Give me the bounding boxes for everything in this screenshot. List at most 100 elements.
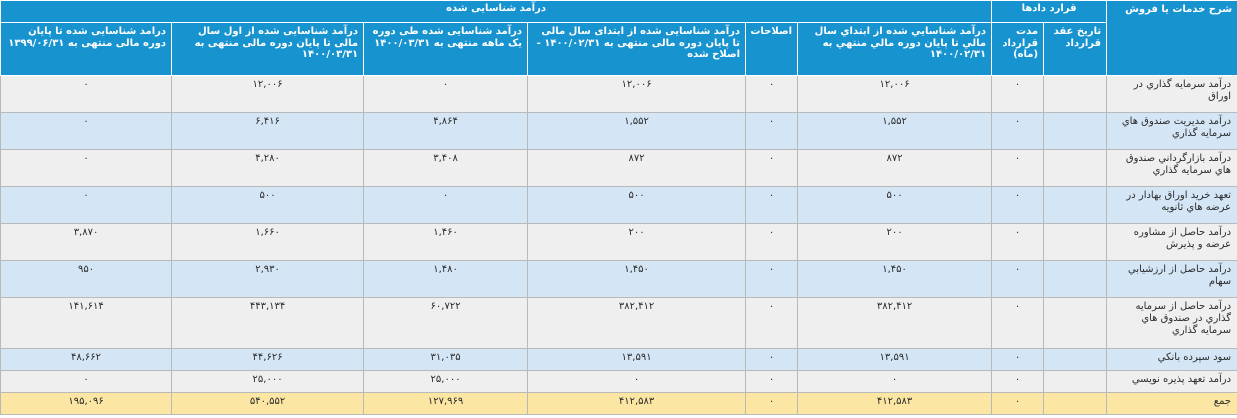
cell-ytd-corrected: ۱۳,۵۹۱: [527, 348, 747, 371]
cell-ytd: ۴۱۲,۵۸۳: [797, 392, 993, 415]
cell-duration: ۰: [991, 149, 1045, 187]
header-rev-ytd-corrected: درآمد شناسایی شده از ابتدای سال مالی تا …: [527, 22, 747, 76]
cell-prior-year: ۴۸,۶۶۲: [0, 348, 173, 371]
header-row-columns: تاریخ عقد قرارداد مدت قرارداد (ماه) درآم…: [0, 22, 1237, 76]
cell-ytd-corrected: ۱,۵۵۲: [527, 112, 747, 150]
cell-duration: ۰: [991, 186, 1045, 224]
cell-ytd-corrected: ۸۷۲: [527, 149, 747, 187]
cell-month: ۱,۴۸۰: [363, 260, 529, 298]
cell-fy-to-date: ۶,۴۱۶: [171, 112, 365, 150]
cell-prior-year: ۰: [0, 112, 173, 150]
table-row: درآمد حاصل از سرمايه گذاري در صندوق هاي …: [0, 297, 1237, 349]
cell-prior-year: ۰: [0, 186, 173, 224]
table-row: درآمد مديريت صندوق هاي سرمايه گذاري ۰ ۱,…: [0, 112, 1237, 150]
cell-month: ۲۵,۰۰۰: [363, 370, 529, 393]
cell-duration: ۰: [991, 370, 1045, 393]
cell-service: درآمد بازارگرداني صندوق هاي سرمايه گذاري: [1106, 149, 1237, 187]
cell-contract-date: [1043, 348, 1108, 371]
cell-prior-year: ۹۵۰: [0, 260, 173, 298]
cell-month: ۳۱,۰۳۵: [363, 348, 529, 371]
table-row: تعهد خريد اوراق بهادار در عرضه هاي ثانوي…: [0, 186, 1237, 224]
table-row: درآمد حاصل از مشاوره عرضه و پذیرش ۰ ۲۰۰ …: [0, 223, 1237, 261]
table-row: درآمد بازارگرداني صندوق هاي سرمايه گذاري…: [0, 149, 1237, 187]
header-corrections: اصلاحات: [745, 22, 799, 76]
cell-corrections: ۰: [745, 297, 799, 349]
cell-month: ۱۲۷,۹۶۹: [363, 392, 529, 415]
cell-service: درآمد تعهد پذيره نويسي: [1106, 370, 1237, 393]
cell-service: سود سپرده بانكي: [1106, 348, 1237, 371]
cell-contract-date: [1043, 186, 1108, 224]
cell-fy-to-date: ۱,۶۶۰: [171, 223, 365, 261]
table-row: درآمد حاصل از ارزشيابي سهام ۰ ۱,۴۵۰ ۰ ۱,…: [0, 260, 1237, 298]
cell-ytd-corrected: ۴۱۲,۵۸۳: [527, 392, 747, 415]
cell-month: ۰: [363, 75, 529, 113]
cell-prior-year: ۱۹۵,۰۹۶: [0, 392, 173, 415]
cell-ytd-corrected: ۱,۴۵۰: [527, 260, 747, 298]
cell-month: ۳,۴۰۸: [363, 149, 529, 187]
cell-contract-date: [1043, 149, 1108, 187]
header-contracts-group: قرارد دادها: [991, 0, 1108, 23]
header-row-groups: شرح خدمات یا فروش قرارد دادها درآمد شناس…: [0, 0, 1237, 76]
cell-corrections: ۰: [745, 348, 799, 371]
header-rev-ytd: درآمد شناسايي شده از ابتداي سال مالي تا …: [797, 22, 993, 76]
cell-service: درآمد حاصل از مشاوره عرضه و پذیرش: [1106, 223, 1237, 261]
cell-corrections: ۰: [745, 75, 799, 113]
cell-duration: ۰: [991, 348, 1045, 371]
cell-ytd: ۱,۴۵۰: [797, 260, 993, 298]
cell-contract-date: [1043, 75, 1108, 113]
cell-corrections: ۰: [745, 223, 799, 261]
cell-prior-year: ۰: [0, 149, 173, 187]
cell-duration: ۰: [991, 112, 1045, 150]
table-row: سود سپرده بانكي ۰ ۱۳,۵۹۱ ۰ ۱۳,۵۹۱ ۳۱,۰۳۵…: [0, 348, 1237, 371]
cell-contract-date: [1043, 260, 1108, 298]
cell-fy-to-date: ۱۲,۰۰۶: [171, 75, 365, 113]
cell-fy-to-date: ۵۴۰,۵۵۲: [171, 392, 365, 415]
cell-service: درآمد حاصل از ارزشيابي سهام: [1106, 260, 1237, 298]
total-row: جمع ۰ ۴۱۲,۵۸۳ ۰ ۴۱۲,۵۸۳ ۱۲۷,۹۶۹ ۵۴۰,۵۵۲ …: [0, 392, 1237, 415]
cell-prior-year: ۰: [0, 75, 173, 113]
cell-contract-date: [1043, 223, 1108, 261]
cell-ytd-corrected: ۱۲,۰۰۶: [527, 75, 747, 113]
cell-fy-to-date: ۲,۹۳۰: [171, 260, 365, 298]
cell-ytd: ۸۷۲: [797, 149, 993, 187]
cell-duration: ۰: [991, 75, 1045, 113]
cell-month: ۰: [363, 186, 529, 224]
cell-ytd: ۰: [797, 370, 993, 393]
cell-corrections: ۰: [745, 392, 799, 415]
header-contract-date: تاریخ عقد قرارداد: [1043, 22, 1108, 76]
header-revenue-group: درآمد شناسایی شده: [0, 0, 993, 23]
cell-month: ۶۰,۷۲۲: [363, 297, 529, 349]
cell-service: درآمد حاصل از سرمايه گذاري در صندوق هاي …: [1106, 297, 1237, 349]
cell-corrections: ۰: [745, 260, 799, 298]
table-row: درآمد تعهد پذيره نويسي ۰ ۰ ۰ ۰ ۲۵,۰۰۰ ۲۵…: [0, 370, 1237, 393]
cell-ytd: ۲۰۰: [797, 223, 993, 261]
cell-month: ۴,۸۶۴: [363, 112, 529, 150]
cell-corrections: ۰: [745, 112, 799, 150]
cell-fy-to-date: ۴۴,۶۲۶: [171, 348, 365, 371]
cell-corrections: ۰: [745, 149, 799, 187]
cell-ytd-corrected: ۲۰۰: [527, 223, 747, 261]
cell-fy-to-date: ۴۴۳,۱۳۴: [171, 297, 365, 349]
cell-duration: ۰: [991, 260, 1045, 298]
cell-service: جمع: [1106, 392, 1237, 415]
table-row: درآمد سرمايه گذاري در اوراق ۰ ۱۲,۰۰۶ ۰ ۱…: [0, 75, 1237, 113]
cell-ytd-corrected: ۵۰۰: [527, 186, 747, 224]
cell-service: تعهد خريد اوراق بهادار در عرضه هاي ثانوي…: [1106, 186, 1237, 224]
cell-ytd: ۱,۵۵۲: [797, 112, 993, 150]
header-rev-fy-to-date: درآمد شناسایی شده از اول سال مالی تا پای…: [171, 22, 365, 76]
cell-fy-to-date: ۵۰۰: [171, 186, 365, 224]
cell-ytd-corrected: ۳۸۲,۴۱۲: [527, 297, 747, 349]
cell-duration: ۰: [991, 392, 1045, 415]
cell-contract-date: [1043, 112, 1108, 150]
cell-prior-year: ۱۴۱,۶۱۴: [0, 297, 173, 349]
cell-duration: ۰: [991, 223, 1045, 261]
cell-ytd-corrected: ۰: [527, 370, 747, 393]
cell-contract-date: [1043, 370, 1108, 393]
cell-fy-to-date: ۴,۲۸۰: [171, 149, 365, 187]
header-contract-duration: مدت قرارداد (ماه): [991, 22, 1045, 76]
cell-ytd: ۱۲,۰۰۶: [797, 75, 993, 113]
cell-ytd: ۵۰۰: [797, 186, 993, 224]
cell-prior-year: ۰: [0, 370, 173, 393]
cell-ytd: ۱۳,۵۹۱: [797, 348, 993, 371]
